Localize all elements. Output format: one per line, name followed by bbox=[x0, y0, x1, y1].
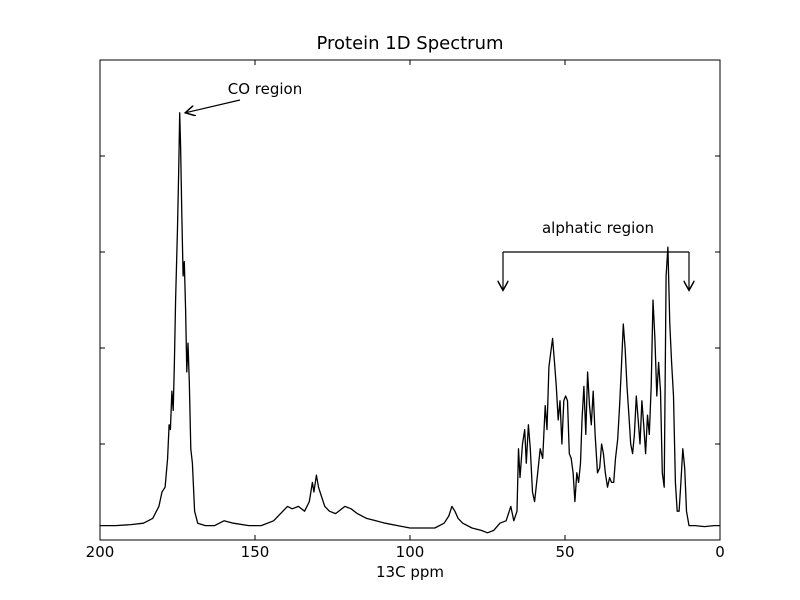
chart-title: Protein 1D Spectrum bbox=[316, 33, 503, 54]
co-region-annotation: CO region bbox=[228, 80, 303, 98]
co-region-arrow bbox=[185, 99, 241, 113]
x-tick-label-3: 50 bbox=[555, 543, 574, 561]
x-tick-labels: 200 150 100 50 0 bbox=[86, 543, 725, 561]
x-tick-label-1: 150 bbox=[241, 543, 270, 561]
plot-frame bbox=[99, 59, 721, 541]
x-tick-label-0: 200 bbox=[86, 543, 115, 561]
spectrum-line bbox=[100, 112, 720, 534]
aliphatic-region-annotation: alphatic region bbox=[542, 219, 654, 237]
x-axis-label: 13C ppm bbox=[376, 563, 444, 581]
x-tick-label-2: 100 bbox=[396, 543, 425, 561]
x-tick-label-4: 0 bbox=[715, 543, 725, 561]
axis-ticks bbox=[99, 60, 721, 540]
